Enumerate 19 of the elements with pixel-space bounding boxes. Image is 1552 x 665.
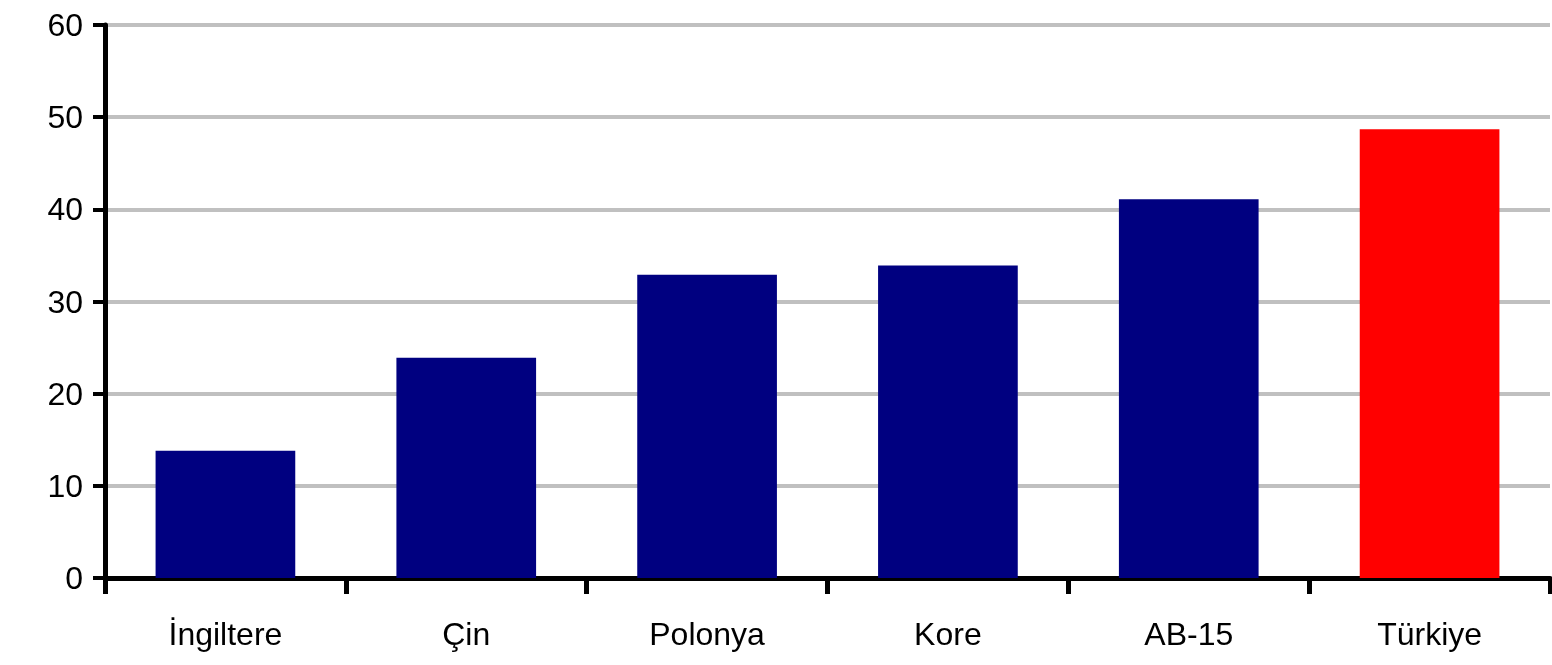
x-tick-label: Kore: [914, 616, 982, 652]
y-tick-label: 40: [47, 191, 83, 228]
x-tick-label: Polonya: [649, 616, 766, 652]
y-tick-label: 10: [47, 467, 83, 504]
bar: [396, 357, 537, 578]
bar: [1359, 129, 1500, 578]
x-tick-label: Çin: [442, 616, 491, 652]
x-tick-label: AB-15: [1144, 616, 1234, 652]
bar: [155, 450, 296, 578]
y-tick-label: 50: [47, 99, 83, 136]
x-tick-label: Türkiye: [1377, 616, 1483, 652]
y-tick-label: 0: [65, 560, 83, 596]
y-tick-label: 60: [47, 7, 83, 43]
y-tick-label: 20: [47, 375, 83, 412]
x-tick-label: İngiltere: [168, 616, 283, 652]
bar: [637, 274, 777, 578]
y-tick-label: 30: [47, 283, 83, 320]
bar: [1118, 199, 1259, 578]
bar: [878, 265, 1018, 578]
